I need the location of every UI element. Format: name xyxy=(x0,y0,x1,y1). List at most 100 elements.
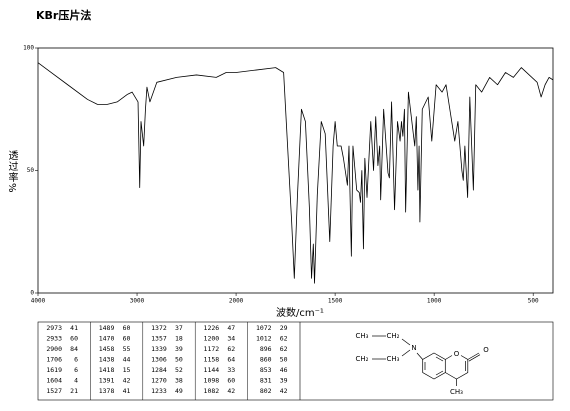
structure-label: O xyxy=(454,350,460,358)
chart-title: KBr压片法 xyxy=(36,8,91,22)
table-cell: 33 xyxy=(227,366,235,374)
bond xyxy=(467,352,480,360)
table-cell: 52 xyxy=(175,366,183,374)
structure xyxy=(372,335,481,386)
table-cell: 37 xyxy=(175,324,183,332)
table-cell: 42 xyxy=(227,387,235,395)
table-cell: 29 xyxy=(280,324,288,332)
pyranone-ring xyxy=(445,355,469,380)
table-cell: 1458 xyxy=(99,345,115,353)
x-tick-label: 2000 xyxy=(229,298,244,305)
table-cell: 2933 xyxy=(46,335,62,343)
bond xyxy=(435,356,444,362)
table-cell: 39 xyxy=(280,377,288,385)
table-cell: 1706 xyxy=(46,356,62,364)
table-cell: 6 xyxy=(74,356,78,364)
y-tick-label: 0 xyxy=(30,290,34,297)
table-cell: 1357 xyxy=(151,335,167,343)
table-cell: 896 xyxy=(260,345,272,353)
table-cell: 60 xyxy=(70,335,78,343)
table-cell: 49 xyxy=(175,387,183,395)
table-cell: 55 xyxy=(123,345,131,353)
table-cell: 62 xyxy=(280,335,288,343)
bond xyxy=(435,370,444,376)
bond xyxy=(445,355,453,360)
table-cell: 42 xyxy=(123,377,131,385)
table-cell: 42 xyxy=(280,387,288,395)
benzene-ring xyxy=(422,352,446,380)
table-cell: 1284 xyxy=(151,366,167,374)
x-axis-label: 波数/cm⁻¹ xyxy=(276,306,324,319)
structure-label: CH₂ xyxy=(387,332,400,340)
table-cell: 1172 xyxy=(204,345,220,353)
structure-label: CH₃ xyxy=(356,332,369,340)
table-cell: 1200 xyxy=(204,335,220,343)
table-cell: 64 xyxy=(227,356,235,364)
table-cell: 1158 xyxy=(204,356,220,364)
x-tick-label: 1000 xyxy=(427,298,442,305)
table-cell: 41 xyxy=(70,324,78,332)
table-cell: 60 xyxy=(227,377,235,385)
table-cell: 1470 xyxy=(99,335,115,343)
table-cell: 44 xyxy=(123,356,131,364)
table-cell: 46 xyxy=(280,366,288,374)
structure-label: CH₃ xyxy=(387,355,400,363)
table-cell: 2900 xyxy=(46,345,62,353)
table-cell: 41 xyxy=(123,387,131,395)
x-tick-label: 3000 xyxy=(130,298,145,305)
table-cell: 1306 xyxy=(151,356,167,364)
table-cell: 4 xyxy=(74,377,78,385)
bond xyxy=(416,352,423,360)
table-cell: 60 xyxy=(123,324,131,332)
table-cell: 6 xyxy=(74,366,78,374)
table-cell: 34 xyxy=(227,335,235,343)
bond xyxy=(401,338,411,346)
table-cell: 62 xyxy=(227,345,235,353)
table-cell: 1339 xyxy=(151,345,167,353)
table-cell: 15 xyxy=(123,366,131,374)
table-cell: 1098 xyxy=(204,377,220,385)
table-cell: 1082 xyxy=(204,387,220,395)
table-cell: 853 xyxy=(260,366,272,374)
structure-label: O xyxy=(483,346,489,354)
table-cell: 2973 xyxy=(46,324,62,332)
table-cell: 1372 xyxy=(151,324,167,332)
table-cell: 38 xyxy=(175,377,183,385)
bond xyxy=(401,349,411,357)
table-cell: 18 xyxy=(175,335,183,343)
table-cell: 1144 xyxy=(204,366,220,374)
table-cell: 84 xyxy=(70,345,78,353)
y-tick-label: 50 xyxy=(27,167,35,174)
table-cell: 21 xyxy=(70,387,78,395)
table-cell: 62 xyxy=(280,345,288,353)
bond xyxy=(468,354,481,362)
structure-label: CH₃ xyxy=(450,388,463,396)
spectrum-line xyxy=(37,62,554,284)
table-cell: 802 xyxy=(260,387,272,395)
table-cell: 1604 xyxy=(46,377,62,385)
table-cell: 1270 xyxy=(151,377,167,385)
x-tick-label: 500 xyxy=(528,298,539,305)
table-cell: 1233 xyxy=(151,387,167,395)
table-cell: 1378 xyxy=(99,387,115,395)
table-cell: 860 xyxy=(260,356,272,364)
table-cell: 831 xyxy=(260,377,272,385)
table-cell: 39 xyxy=(175,345,183,353)
table-cell: 1619 xyxy=(46,366,62,374)
table-cell: 1391 xyxy=(99,377,115,385)
table-cell: 1527 xyxy=(46,387,62,395)
table-cell: 1418 xyxy=(99,366,115,374)
table-cell: 47 xyxy=(227,324,235,332)
table-cell: 50 xyxy=(280,356,288,364)
x-tick-label: 4000 xyxy=(31,298,46,305)
table-cell: 1489 xyxy=(99,324,115,332)
table-cell: 1072 xyxy=(256,324,272,332)
y-tick-label: 100 xyxy=(23,45,34,52)
table-cell: 60 xyxy=(123,335,131,343)
structure-label: N xyxy=(411,344,416,352)
table-frame xyxy=(37,321,554,401)
peak-table xyxy=(37,321,554,401)
table-cell: 1226 xyxy=(204,324,220,332)
table-cell: 1012 xyxy=(256,335,272,343)
